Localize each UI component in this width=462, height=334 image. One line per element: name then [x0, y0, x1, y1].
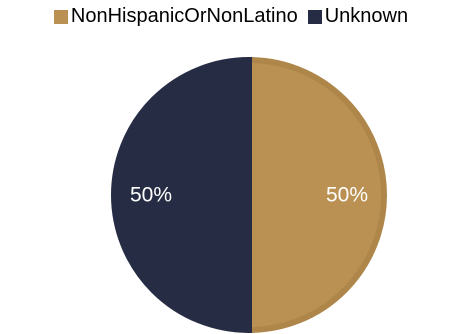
- legend-swatch-nonhispanic: [53, 9, 68, 24]
- pie-slices: [111, 56, 387, 334]
- legend-item-nonhispanic: NonHispanicOrNonLatino: [53, 5, 298, 28]
- data-label-unknown: 50%: [130, 184, 172, 207]
- pie-slice-nonhispanicornonlatino: [246, 56, 387, 334]
- legend-swatch-unknown: [307, 9, 322, 24]
- chart-legend: NonHispanicOrNonLatino Unknown: [0, 5, 462, 28]
- legend-label-nonhispanic: NonHispanicOrNonLatino: [70, 5, 298, 27]
- pie-data-labels: 50% 50%: [130, 184, 368, 207]
- data-label-nonhispanicornonlatino: 50%: [326, 184, 368, 207]
- legend-item-unknown: Unknown: [307, 5, 409, 28]
- pie-slice-unknown: [111, 56, 252, 334]
- legend-label-unknown: Unknown: [324, 5, 409, 27]
